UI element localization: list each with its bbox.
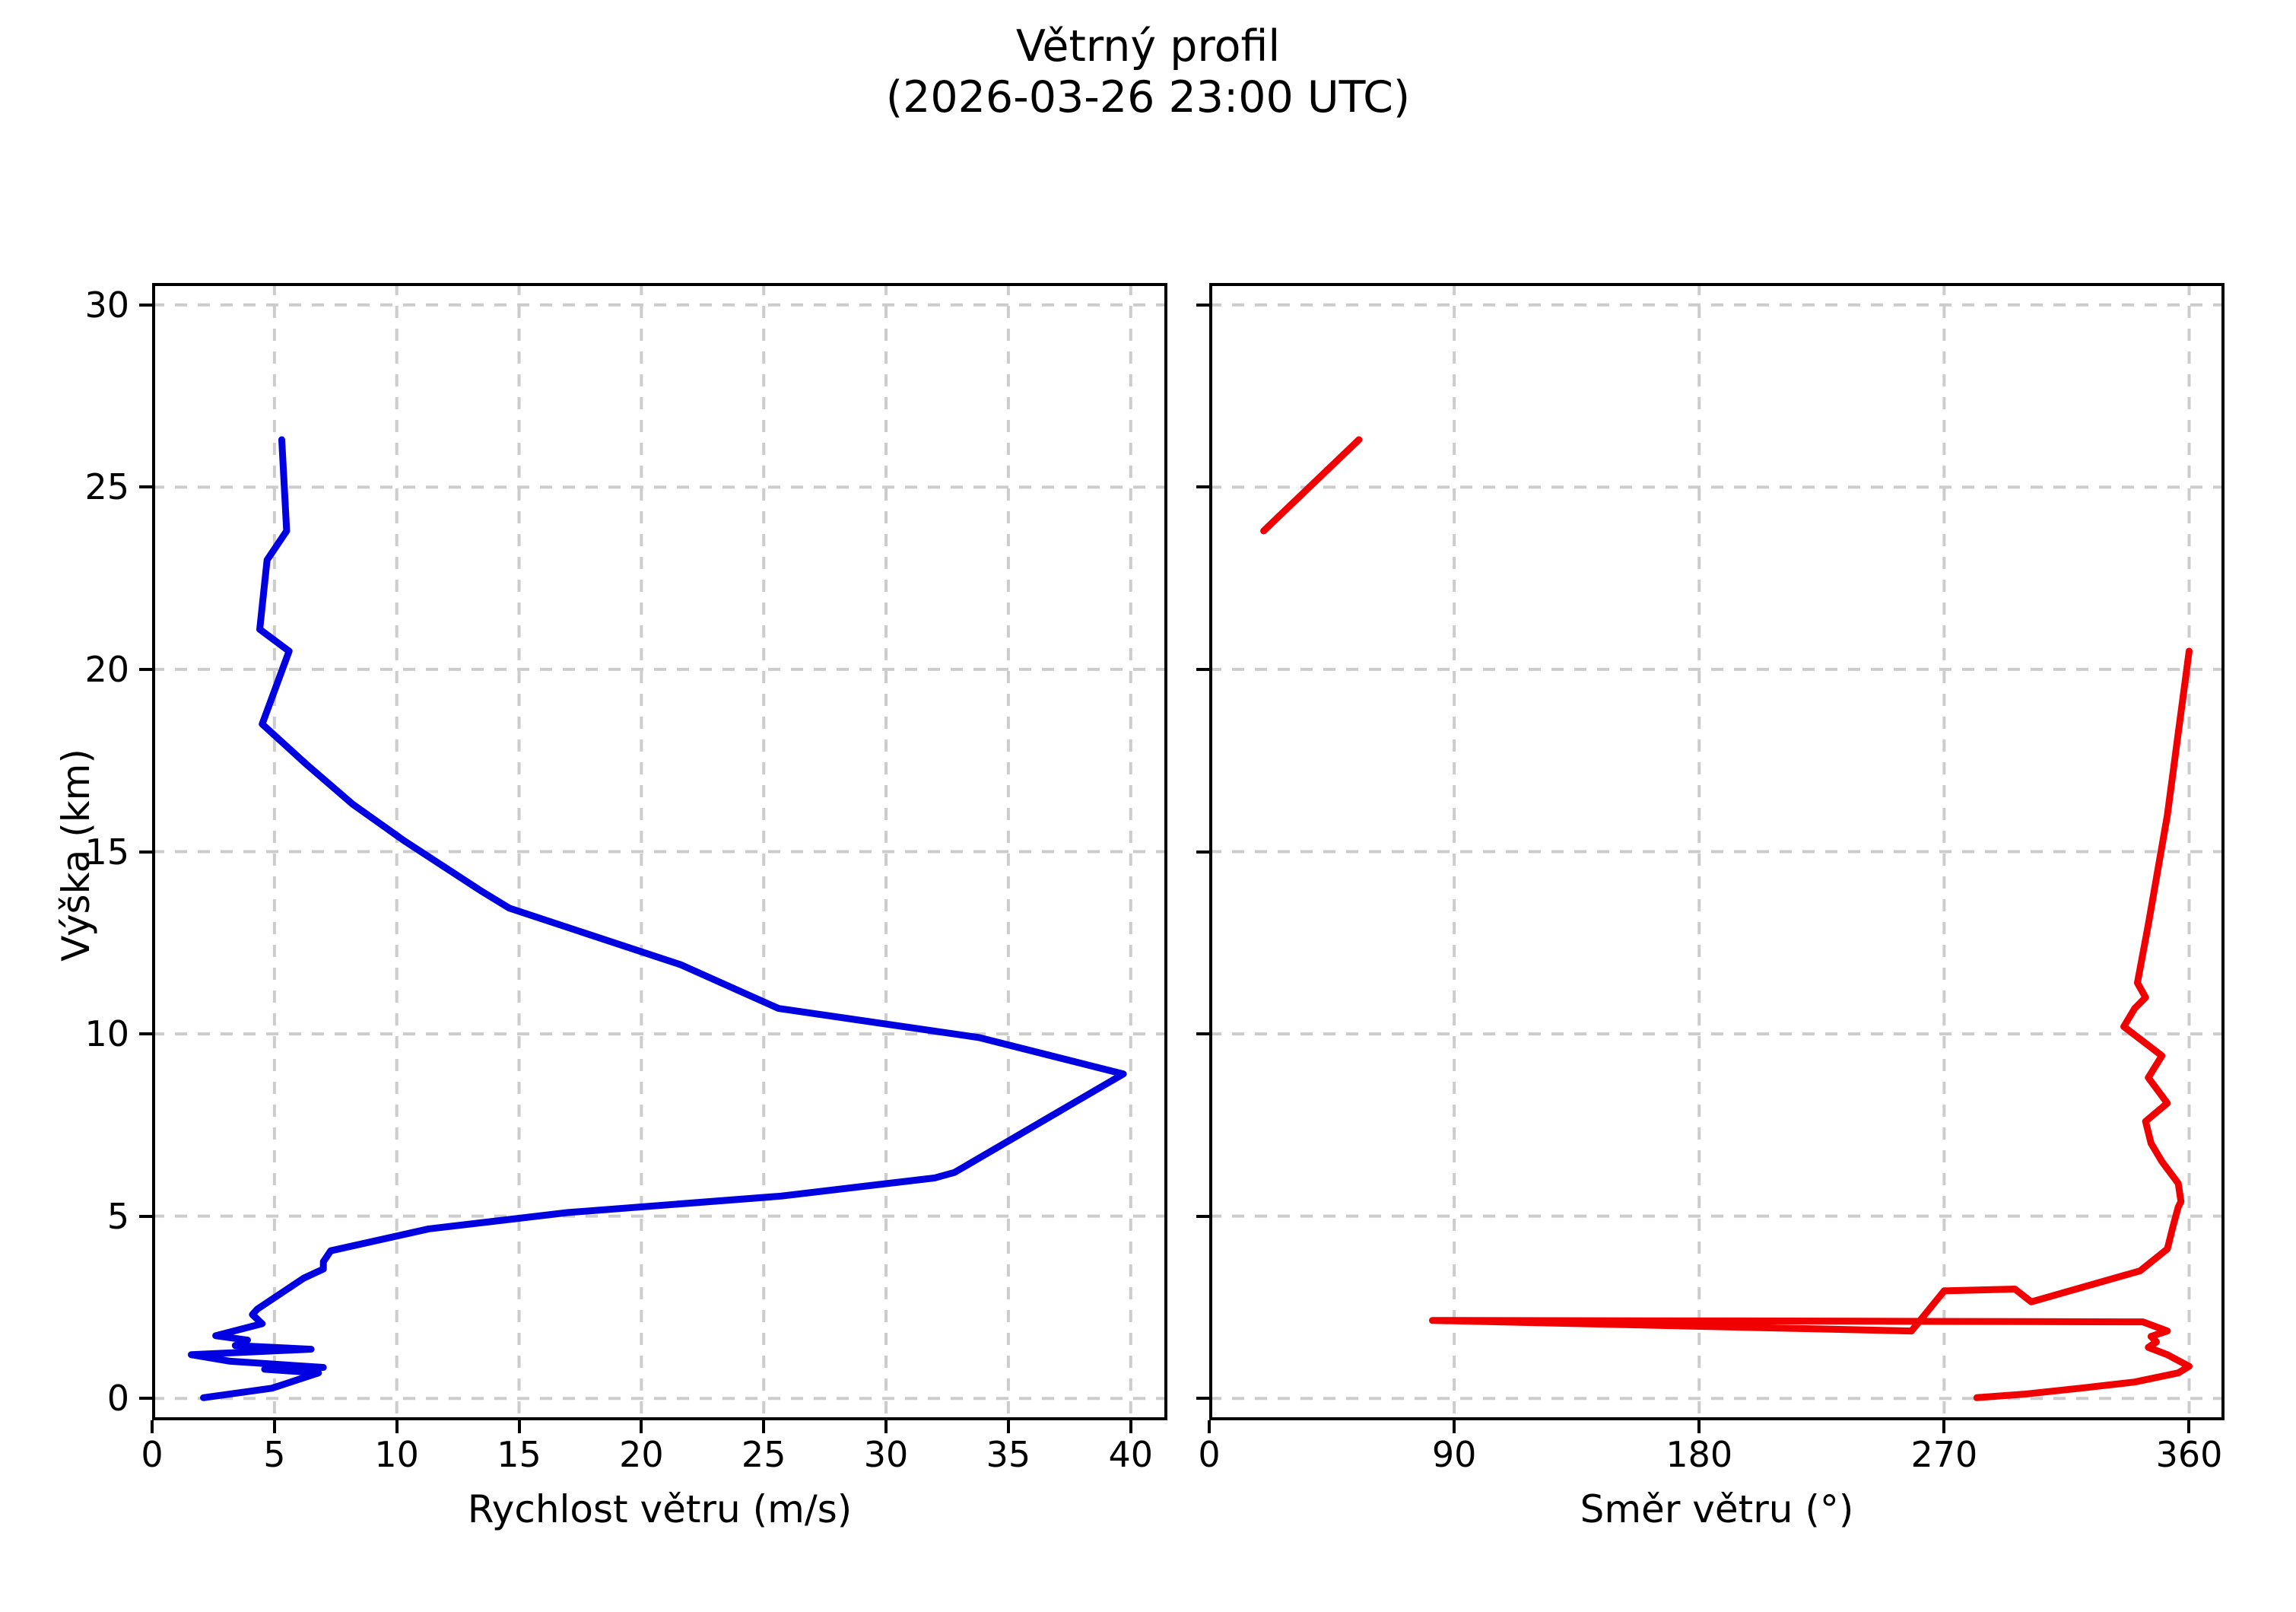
xtick-mark: [1942, 1420, 1946, 1433]
xtick-label: 0: [141, 1434, 164, 1475]
wind-speed-panel: [152, 283, 1167, 1420]
xtick-label: 0: [1198, 1434, 1221, 1475]
xtick-label: 20: [619, 1434, 664, 1475]
ytick-label: 30: [84, 284, 129, 326]
ytick-mark: [139, 303, 152, 307]
wind-direction-panel: [1209, 283, 2225, 1420]
xtick-mark: [1129, 1420, 1132, 1433]
ytick-mark: [139, 850, 152, 854]
wind-speed-axis-label: Rychlost větru (m/s): [467, 1487, 853, 1531]
xtick-label: 180: [1666, 1434, 1733, 1475]
xtick-mark: [762, 1420, 766, 1433]
xtick-label: 30: [863, 1434, 909, 1475]
ytick-mark: [139, 1397, 152, 1401]
ytick-label: 10: [84, 1013, 129, 1055]
wind-direction-plot-area: [1209, 283, 2225, 1420]
xtick-mark: [395, 1420, 399, 1433]
ytick-mark: [1196, 485, 1209, 489]
ytick-label: 25: [84, 466, 129, 508]
xtick-mark: [2187, 1420, 2191, 1433]
wind-speed-plot-area: [152, 283, 1167, 1420]
height-axis-label: Výška (km): [54, 749, 98, 962]
ytick-mark: [139, 1214, 152, 1218]
xtick-label: 5: [263, 1434, 286, 1475]
ytick-mark: [1196, 303, 1209, 307]
ytick-label: 15: [84, 831, 129, 873]
ytick-label: 0: [106, 1378, 129, 1420]
wind-speed-axes-frame: [152, 283, 1167, 1420]
wind-direction-axis-label: Směr větru (°): [1580, 1487, 1854, 1531]
ytick-mark: [1196, 1397, 1209, 1401]
xtick-mark: [151, 1420, 154, 1433]
ytick-mark: [139, 667, 152, 671]
xtick-mark: [1697, 1420, 1701, 1433]
xtick-label: 15: [497, 1434, 541, 1475]
grid-lines-right: [1209, 283, 2225, 1420]
wind-direction-axes-frame: [1209, 283, 2225, 1420]
xtick-label: 25: [741, 1434, 786, 1475]
xtick-label: 360: [2155, 1434, 2223, 1475]
ytick-label: 20: [84, 648, 129, 690]
ytick-mark: [1196, 850, 1209, 854]
xtick-label: 10: [374, 1434, 419, 1475]
xtick-mark: [517, 1420, 521, 1433]
xtick-mark: [1208, 1420, 1211, 1433]
figure-title: Větrný profil (2026-03-26 23:00 UTC): [885, 21, 1411, 123]
xtick-label: 90: [1431, 1434, 1477, 1475]
ytick-mark: [1196, 667, 1209, 671]
xtick-mark: [884, 1420, 888, 1433]
xtick-mark: [1006, 1420, 1010, 1433]
xtick-mark: [640, 1420, 643, 1433]
wind-speed-line: [187, 436, 1127, 1401]
ytick-mark: [139, 485, 152, 489]
ytick-label: 5: [106, 1195, 129, 1237]
ytick-mark: [1196, 1214, 1209, 1218]
ytick-mark: [1196, 1032, 1209, 1036]
ytick-mark: [139, 1032, 152, 1036]
xtick-label: 35: [986, 1434, 1031, 1475]
grid-lines-left: [152, 283, 1167, 1420]
xtick-mark: [1453, 1420, 1456, 1433]
xtick-label: 270: [1910, 1434, 1978, 1475]
xtick-label: 40: [1108, 1434, 1154, 1475]
xtick-mark: [272, 1420, 276, 1433]
wind-direction-line: [1260, 436, 2193, 1401]
